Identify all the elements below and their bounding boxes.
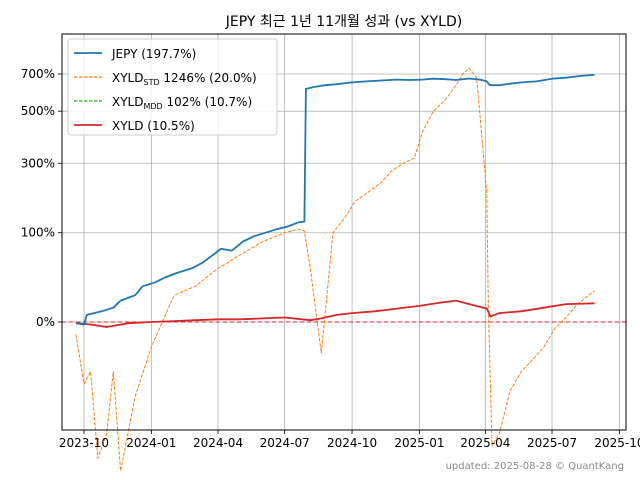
y-tick-label: 700% bbox=[21, 67, 55, 81]
plot-frame bbox=[61, 33, 627, 431]
series-line-1 bbox=[75, 67, 595, 472]
x-axis-ticks: 2023-10 2024-01 2024-04 2024-07 2024-10 2025-… bbox=[59, 430, 640, 450]
y-tick-label: 500% bbox=[21, 104, 55, 118]
legend-label-2: XYLDMDD 102% (10.7%) bbox=[112, 95, 252, 111]
chart-title: JEPY 최근 1년 11개월 성과 (vs XYLD) bbox=[225, 14, 462, 30]
series-line-0 bbox=[75, 74, 595, 326]
x-tick-label: 2023-10 bbox=[59, 436, 109, 450]
legend-label-0: JEPY (197.7%) bbox=[111, 47, 196, 61]
x-tick-label: 2025-07 bbox=[527, 436, 577, 450]
legend-label-1: XYLDSTD 1246% (20.0%) bbox=[112, 71, 257, 87]
y-tick-label: 100% bbox=[21, 226, 55, 240]
y-tick-label: 300% bbox=[21, 156, 55, 170]
y-axis-ticks: 0% 100% 300% 500% 700% bbox=[21, 67, 62, 329]
series-line-3 bbox=[75, 299, 595, 328]
x-tick-label: 2025-10 bbox=[594, 436, 640, 450]
x-tick-label: 2024-07 bbox=[260, 436, 310, 450]
x-tick-label: 2025-01 bbox=[394, 436, 444, 450]
y-tick-label: 0% bbox=[36, 315, 55, 329]
x-tick-label: 2024-04 bbox=[193, 436, 243, 450]
x-tick-label: 2025-04 bbox=[460, 436, 510, 450]
series-lines bbox=[75, 67, 595, 472]
x-tick-label: 2024-10 bbox=[327, 436, 377, 450]
x-tick-label: 2024-01 bbox=[126, 436, 176, 450]
legend-box bbox=[67, 38, 278, 136]
legend: JEPY (197.7%) XYLDSTD 1246% (20.0%) XYLDMD… bbox=[67, 38, 278, 136]
footer-credit: updated: 2025-08-28 © QuantKang bbox=[446, 461, 624, 472]
legend-label-3: XYLD (10.5%) bbox=[112, 119, 195, 133]
